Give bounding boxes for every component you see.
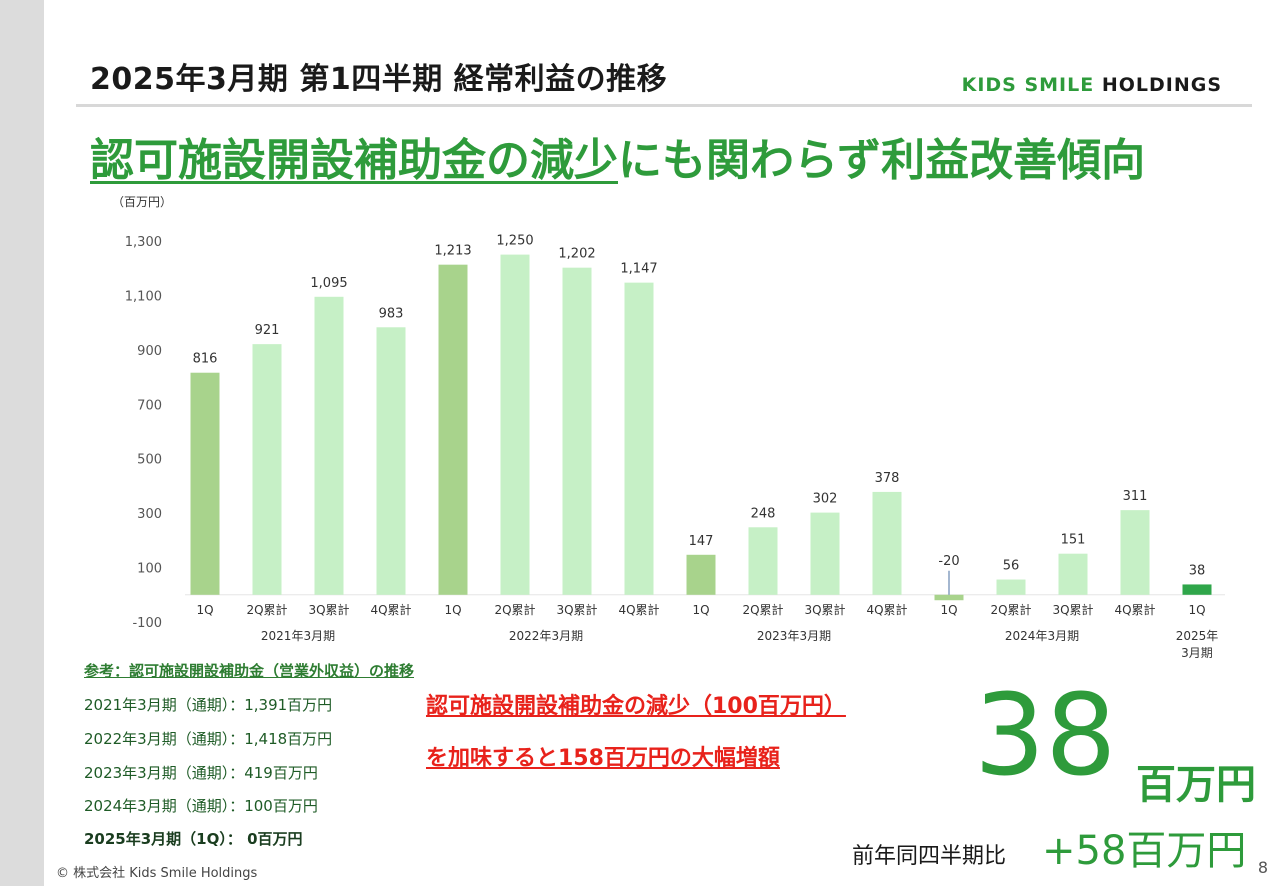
category-label: 2Q累計	[742, 602, 783, 617]
bar-value-label: 983	[379, 306, 404, 321]
bar-value-label: 816	[193, 352, 218, 367]
category-label: 1Q	[444, 603, 461, 617]
bar	[748, 527, 778, 595]
reference-item: 2025年3月期（1Q）： 0百万円	[84, 830, 303, 848]
result-unit: 百万円	[1136, 762, 1256, 808]
yoy-label: 前年同四半期比	[852, 844, 1007, 869]
bar	[810, 512, 840, 595]
yoy-value: +58百万円	[1042, 828, 1247, 874]
bar	[934, 594, 964, 601]
group-label: 2022年3月期	[509, 629, 583, 643]
bar	[190, 372, 220, 595]
reference-item: 2024年3月期（通期）：100百万円	[84, 797, 318, 815]
category-label: 1Q	[1188, 603, 1205, 617]
bar-value-label: 248	[751, 506, 776, 521]
bar	[996, 579, 1026, 595]
group-label: 2021年3月期	[261, 629, 335, 643]
bar	[314, 296, 344, 595]
title-divider	[76, 104, 1252, 107]
category-label: 4Q累計	[618, 602, 659, 617]
page-number: 8	[1257, 858, 1268, 877]
bar	[1058, 553, 1088, 595]
bar	[438, 264, 468, 595]
bar	[376, 327, 406, 595]
result-value: 38	[974, 671, 1117, 801]
group-label: 2023年3月期	[757, 629, 831, 643]
headline-rest: にも関わらず利益改善傾向	[618, 135, 1146, 186]
bar-value-label: 1,095	[310, 276, 347, 291]
bar-value-label: -20	[938, 554, 959, 569]
ordinary-profit-chart: （百万円） -100 100 300 500 700 900 1,100 1,300 816 1Q 9…	[112, 195, 1225, 660]
bar-value-label: 378	[875, 471, 900, 486]
bar	[1120, 510, 1150, 595]
bar	[686, 554, 716, 595]
category-label: 2Q累計	[246, 602, 287, 617]
reference-item: 2021年3月期（通期）：1,391百万円	[84, 696, 333, 714]
bar-value-label: 1,202	[558, 247, 595, 262]
category-label: 3Q累計	[308, 602, 349, 617]
category-label: 1Q	[940, 603, 957, 617]
note-line-2: を加味すると158百万円の大幅増額	[426, 746, 780, 771]
category-label: 3Q累計	[804, 602, 845, 617]
category-label: 3Q累計	[1052, 602, 1093, 617]
y-tick-label: 100	[137, 562, 162, 577]
bar-value-label: 56	[1003, 559, 1020, 574]
reference-item: 2023年3月期（通期）：419百万円	[84, 764, 318, 782]
category-label: 4Q累計	[866, 602, 907, 617]
reference-item: 2022年3月期（通期）：1,418百万円	[84, 730, 333, 748]
reference-title: 参考：認可施設開設補助金（営業外収益）の推移	[84, 662, 415, 680]
bar-value-label: 1,147	[620, 262, 657, 277]
y-tick-label: 500	[137, 453, 162, 468]
y-tick-label: 900	[137, 344, 162, 359]
bar-value-label: 921	[255, 323, 280, 338]
bar	[872, 491, 902, 595]
bar-value-label: 147	[689, 534, 714, 549]
y-tick-label: 1,100	[125, 289, 162, 304]
y-tick-label: -100	[132, 616, 162, 631]
copyright: © 株式会社 Kids Smile Holdings	[56, 866, 258, 881]
y-unit-label: （百万円）	[112, 195, 172, 209]
note-line-1: 認可施設開設補助金の減少（100百万円）	[426, 694, 846, 719]
category-label: 3Q累計	[556, 602, 597, 617]
category-label: 1Q	[692, 603, 709, 617]
category-label: 4Q累計	[1114, 602, 1155, 617]
bar-value-label: 1,213	[434, 244, 471, 259]
bar	[500, 254, 530, 595]
category-label: 4Q累計	[370, 602, 411, 617]
category-label: 2Q累計	[990, 602, 1031, 617]
group-label: 2025年	[1176, 629, 1219, 643]
left-accent-bar	[0, 0, 44, 886]
bar	[624, 282, 654, 595]
bar	[562, 267, 592, 595]
group-label: 2024年3月期	[1005, 629, 1079, 643]
headline-emphasis: 認可施設開設補助金の減少	[90, 135, 618, 186]
bar-value-label: 151	[1061, 533, 1086, 548]
y-tick-label: 300	[137, 507, 162, 522]
headline: 認可施設開設補助金の減少にも関わらず利益改善傾向	[90, 124, 1145, 188]
bar-value-label: 1,250	[496, 234, 533, 249]
group-label: 3月期	[1181, 646, 1213, 660]
y-tick-label: 1,300	[125, 235, 162, 250]
bar	[1182, 584, 1212, 595]
bar-value-label: 302	[813, 492, 838, 507]
page-title: 2025年3月期 第1四半期 経常利益の推移	[90, 62, 668, 97]
brand-logo: KIDS SMILE HOLDINGS	[961, 74, 1222, 96]
bar-value-label: 311	[1123, 489, 1148, 504]
bar	[252, 344, 282, 595]
category-label: 2Q累計	[494, 602, 535, 617]
category-label: 1Q	[196, 603, 213, 617]
y-tick-label: 700	[137, 398, 162, 413]
bar-value-label: 38	[1189, 563, 1206, 578]
